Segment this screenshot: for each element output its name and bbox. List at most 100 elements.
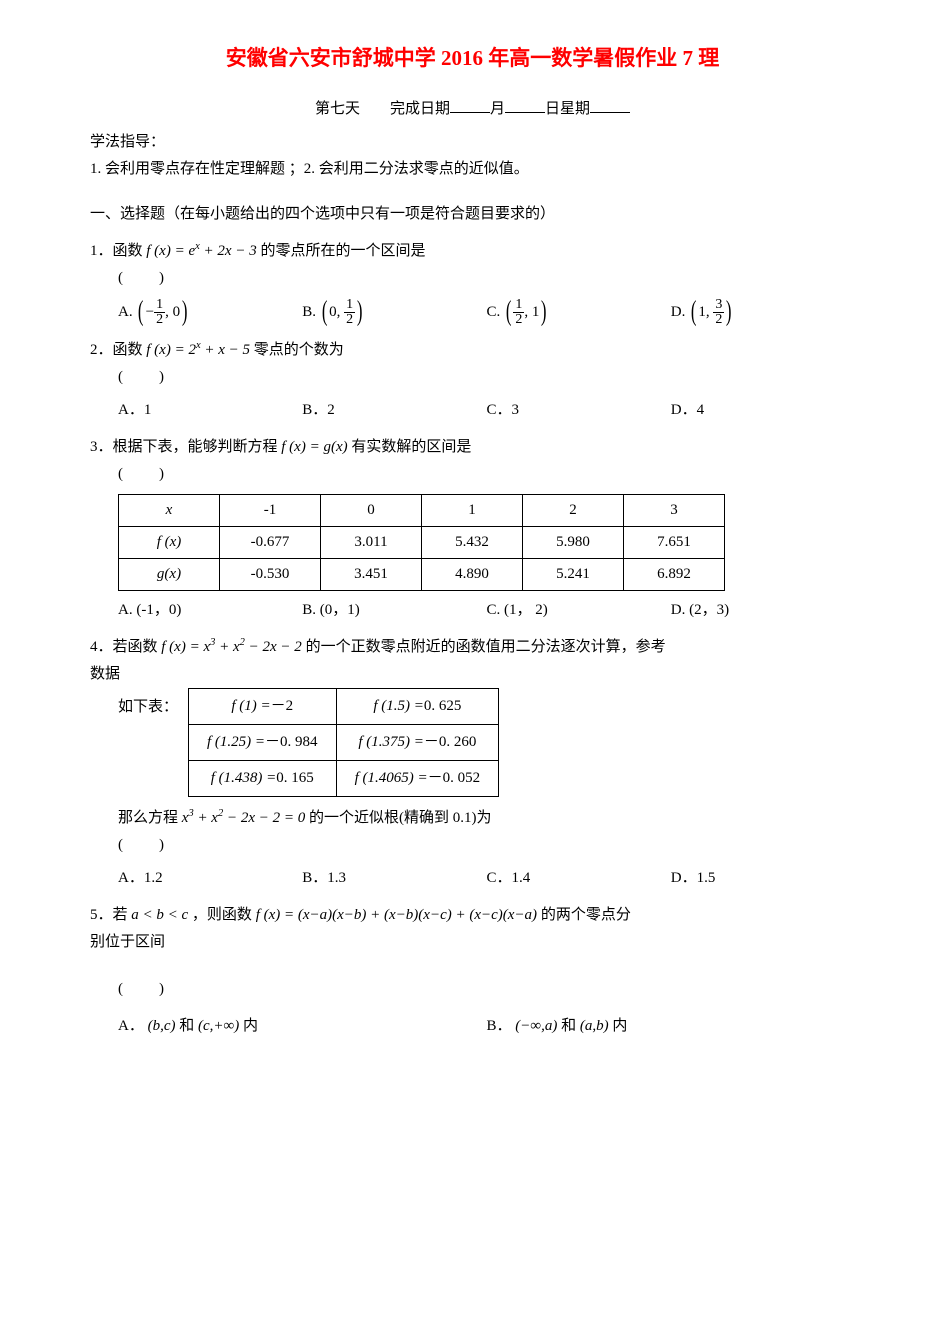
q2-opt-b[interactable]: B．2 — [302, 397, 486, 424]
q1-paren: ( ) — [118, 265, 855, 292]
q1-opt-a[interactable]: A. (−12, 0) — [118, 298, 302, 327]
q4-c31: f (1.438) =0. 165 — [189, 760, 337, 796]
q3-th-f: f (x) — [119, 526, 220, 558]
q4-stem-c: 数据 — [90, 661, 855, 688]
q5-opt-b[interactable]: B． (−∞,a) 和 (a,b) 内 — [487, 1013, 856, 1040]
q2-math: f (x) = 2x + x − 5 — [146, 342, 250, 358]
q4-opt-c[interactable]: C．1.4 — [487, 865, 671, 892]
page-title: 安徽省六安市舒城中学 2016 年高一数学暑假作业 7 理 — [90, 40, 855, 78]
q1-math: f (x) = ex + 2x − 3 — [146, 243, 256, 259]
q4-stem-b: 的一个正数零点附近的函数值用二分法逐次计算，参考 — [306, 639, 666, 655]
q5-a-in: 内 — [243, 1018, 258, 1034]
q5-a-and: 和 — [179, 1018, 198, 1034]
subtitle: 第七天 完成日期 月 日星期 — [90, 96, 855, 123]
q1-b-label: B. — [302, 304, 316, 320]
q3-th-g: g(x) — [119, 558, 220, 590]
q3-g-2: 3.451 — [321, 558, 422, 590]
q3-opt-b[interactable]: B. (0，1) — [302, 597, 486, 624]
q3-math: f (x) = g(x) — [281, 439, 347, 455]
q4-c32: f (1.4065) =－0. 052 — [336, 760, 499, 796]
question-3: 3．根据下表，能够判断方程 f (x) = g(x) 有实数解的区间是 ( ) … — [90, 434, 855, 624]
blank-day[interactable] — [505, 97, 545, 113]
q3-th-x: x — [119, 494, 220, 526]
q3-h-4: 2 — [523, 494, 624, 526]
guide-line-1: 1. 会利用零点存在性定理解题 ；2. 会利用二分法求零点的近似值。 — [90, 156, 855, 183]
q4-opt-b[interactable]: B．1.3 — [302, 865, 486, 892]
q4-stem-d: 如下表： — [118, 688, 178, 721]
q4-math-1: f (x) = x3 + x2 − 2x − 2 — [161, 639, 302, 655]
q4-c21: f (1.25) =－0. 984 — [189, 724, 337, 760]
question-1: 1．函数 f (x) = ex + 2x − 3 的零点所在的一个区间是 ( )… — [90, 238, 855, 327]
table-row: f (x) -0.677 3.011 5.432 5.980 7.651 — [119, 526, 725, 558]
q2-stem-b: 零点的个数为 — [254, 342, 344, 358]
section-1-heading: 一、选择题（在每小题给出的四个选项中只有一项是符合题目要求的） — [90, 201, 855, 228]
q5-b-m2: (a,b) — [580, 1018, 609, 1034]
q2-paren: ( ) — [118, 364, 855, 391]
subtitle-day: 日星期 — [545, 101, 590, 117]
q4-table-row: 如下表： f (1) =－2 f (1.5) =0. 625 f (1.25) … — [118, 688, 855, 797]
q3-f-3: 5.432 — [422, 526, 523, 558]
q4-stem-a: 4．若函数 — [90, 639, 161, 655]
table-row: f (1.438) =0. 165 f (1.4065) =－0. 052 — [189, 760, 499, 796]
q3-f-1: -0.677 — [220, 526, 321, 558]
q5-a-m1: (b,c) — [148, 1018, 176, 1034]
q4-stem-f: 的一个近似根(精确到 0.1)为 — [309, 810, 492, 826]
subtitle-month: 月 — [490, 101, 505, 117]
q1-opt-b[interactable]: B. (0, 12) — [302, 298, 486, 327]
q3-opt-a[interactable]: A. (-1，0) — [118, 597, 302, 624]
q3-stem-b: 有实数解的区间是 — [351, 439, 471, 455]
q3-g-1: -0.530 — [220, 558, 321, 590]
q3-stem-a: 3．根据下表，能够判断方程 — [90, 439, 281, 455]
q1-stem-a: 1．函数 — [90, 243, 146, 259]
q3-h-5: 3 — [624, 494, 725, 526]
q2-opt-c[interactable]: C．3 — [487, 397, 671, 424]
q4-c12: f (1.5) =0. 625 — [336, 688, 499, 724]
q4-math-2: x3 + x2 − 2x − 2 = 0 — [182, 810, 305, 826]
q3-h-2: 0 — [321, 494, 422, 526]
q3-paren: ( ) — [118, 461, 855, 488]
table-row: f (1) =－2 f (1.5) =0. 625 — [189, 688, 499, 724]
q3-f-5: 7.651 — [624, 526, 725, 558]
q5-a-m2: (c,+∞) — [198, 1018, 239, 1034]
q5-stem-c: 的两个零点分 — [541, 907, 631, 923]
q1-a-label: A. — [118, 304, 133, 320]
blank-month[interactable] — [450, 97, 490, 113]
q5-b-m1: (−∞,a) — [515, 1018, 557, 1034]
subtitle-prefix: 第七天 完成日期 — [315, 101, 450, 117]
q5-a-label: A． — [118, 1018, 144, 1034]
q4-table: f (1) =－2 f (1.5) =0. 625 f (1.25) =－0. … — [188, 688, 499, 797]
table-row: x -1 0 1 2 3 — [119, 494, 725, 526]
q5-math-2: f (x) = (x−a)(x−b) + (x−b)(x−c) + (x−c)(… — [256, 907, 537, 923]
q4-stem-e: 那么方程 — [118, 810, 182, 826]
table-row: g(x) -0.530 3.451 4.890 5.241 6.892 — [119, 558, 725, 590]
q3-f-2: 3.011 — [321, 526, 422, 558]
q3-h-3: 1 — [422, 494, 523, 526]
q3-table: x -1 0 1 2 3 f (x) -0.677 3.011 5.432 5.… — [118, 494, 725, 591]
q3-g-4: 5.241 — [523, 558, 624, 590]
q1-c-label: C. — [487, 304, 501, 320]
question-2: 2．函数 f (x) = 2x + x − 5 零点的个数为 ( ) A．1 B… — [90, 337, 855, 424]
q1-d-label: D. — [671, 304, 686, 320]
q4-c22: f (1.375) =－0. 260 — [336, 724, 499, 760]
q2-opt-d[interactable]: D．4 — [671, 397, 855, 424]
q5-stem-b: ，则函数 — [192, 907, 256, 923]
q5-b-in: 内 — [612, 1018, 627, 1034]
q5-stem-a: 5．若 — [90, 907, 131, 923]
q3-f-4: 5.980 — [523, 526, 624, 558]
q4-opt-a[interactable]: A．1.2 — [118, 865, 302, 892]
q5-b-label: B． — [487, 1018, 512, 1034]
q4-opt-d[interactable]: D．1.5 — [671, 865, 855, 892]
q3-opt-c[interactable]: C. (1， 2) — [487, 597, 671, 624]
q2-opt-a[interactable]: A．1 — [118, 397, 302, 424]
blank-week[interactable] — [590, 97, 630, 113]
q4-stem-e-line: 那么方程 x3 + x2 − 2x − 2 = 0 的一个近似根(精确到 0.1… — [118, 805, 855, 832]
q5-opt-a[interactable]: A． (b,c) 和 (c,+∞) 内 — [118, 1013, 487, 1040]
q3-h-1: -1 — [220, 494, 321, 526]
q3-opt-d[interactable]: D. (2，3) — [671, 597, 855, 624]
table-row: f (1.25) =－0. 984 f (1.375) =－0. 260 — [189, 724, 499, 760]
q1-opt-d[interactable]: D. (1, 32) — [671, 298, 855, 327]
q4-c11: f (1) =－2 — [189, 688, 337, 724]
q1-opt-c[interactable]: C. (12, 1) — [487, 298, 671, 327]
q1-stem-b: 的零点所在的一个区间是 — [260, 243, 425, 259]
question-4: 4．若函数 f (x) = x3 + x2 − 2x − 2 的一个正数零点附近… — [90, 634, 855, 661]
